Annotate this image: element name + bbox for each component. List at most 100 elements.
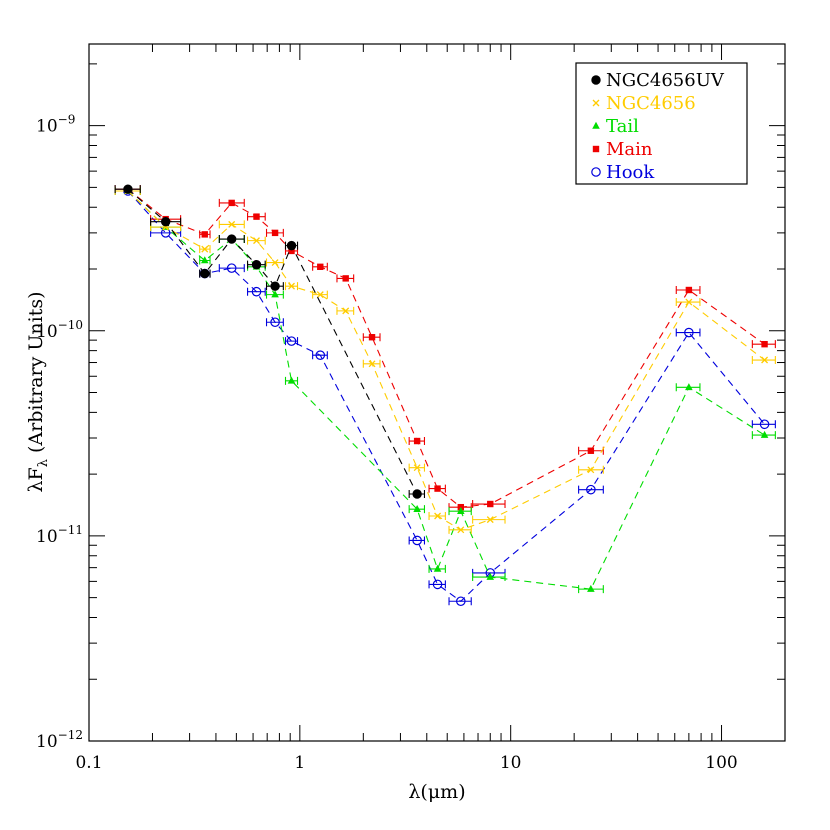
- y-tick-exponent: −11: [58, 523, 83, 537]
- legend-box: [575, 62, 748, 185]
- x-tick-label: 0.1: [75, 753, 102, 773]
- legend-label-hook: Hook: [606, 162, 655, 183]
- x-tick-labels: 0.1 1 10 100: [75, 753, 737, 773]
- legend-marker-tail: [592, 121, 600, 129]
- series-hook: [114, 186, 776, 607]
- series-line-hook: [127, 190, 765, 602]
- axis-ticks: [88, 44, 786, 742]
- x-tick-label: 1: [294, 753, 305, 773]
- error-bar-hook: [448, 597, 472, 606]
- data-point-tail: [413, 504, 421, 512]
- y-tick-exponent: −9: [58, 113, 76, 127]
- y-tick-label: 10−9: [36, 113, 75, 137]
- data-point-ngc4656: [271, 259, 279, 267]
- legend-marker-main: [592, 145, 600, 153]
- data-point-tail: [457, 506, 465, 514]
- data-point-ngc4656uv: [251, 259, 262, 270]
- data-point-hook: [251, 286, 262, 297]
- y-tick-label: 10−12: [36, 728, 83, 752]
- data-point-hook: [586, 484, 596, 495]
- data-point-ngc4656: [685, 298, 693, 306]
- error-bar-hook: [408, 536, 426, 545]
- data-point-ngc4656: [368, 360, 376, 368]
- data-point-main: [317, 263, 324, 271]
- series-line-ngc4656uv: [127, 188, 418, 495]
- data-point-hook: [286, 336, 297, 346]
- data-point-hook: [270, 317, 280, 328]
- data-point-main: [487, 500, 494, 508]
- data-point-ngc4656: [434, 512, 442, 520]
- data-point-ngc4656uv: [226, 234, 237, 244]
- x-tick-label: 10: [500, 753, 522, 773]
- legend-label-ngc4656uv: NGC4656UV: [606, 70, 725, 91]
- error-bar-hook: [312, 351, 328, 360]
- series-line-main: [127, 188, 765, 508]
- data-point-hook: [759, 419, 770, 430]
- data-point-ngc4656uv: [123, 184, 133, 194]
- x-tick-label: 100: [705, 753, 737, 773]
- y-axis-title: λFλ (Arbitrary Units): [25, 291, 51, 492]
- data-point-main: [587, 447, 595, 454]
- data-point-main: [253, 213, 260, 220]
- legend-label-main: Main: [606, 139, 653, 160]
- data-point-main: [228, 199, 235, 207]
- data-point-ngc4656uv: [270, 281, 280, 291]
- series-line-tail: [127, 190, 765, 590]
- y-tick-exponent: −12: [58, 728, 83, 742]
- legend-marker-ngc4656: [592, 99, 600, 107]
- data-point-hook: [684, 327, 694, 338]
- data-point-hook: [315, 350, 326, 360]
- error-bar-hook: [265, 318, 284, 327]
- data-point-tail: [486, 572, 495, 580]
- data-point-hook: [432, 579, 443, 590]
- error-bar-ngc4656: [472, 515, 506, 524]
- data-point-main: [201, 231, 208, 238]
- data-point-ngc4656: [486, 516, 494, 524]
- data-point-ngc4656: [342, 307, 350, 315]
- y-axis-title-main: λF: [25, 467, 47, 492]
- data-point-hook: [456, 596, 466, 607]
- data-point-main: [368, 334, 376, 341]
- data-point-tail: [200, 256, 209, 264]
- y-axis-title-sub: λ: [36, 459, 51, 467]
- data-point-ngc4656uv: [286, 240, 297, 251]
- data-point-ngc4656: [201, 245, 209, 253]
- data-point-ngc4656: [228, 220, 236, 228]
- data-point-main: [288, 247, 295, 255]
- data-point-main: [413, 437, 421, 445]
- error-bar-hook: [578, 485, 604, 494]
- error-bar-hook: [675, 328, 701, 337]
- data-point-ngc4656uv: [200, 268, 210, 279]
- error-bar-hook: [247, 287, 266, 296]
- data-point-ngc4656: [761, 356, 769, 364]
- series-ngc4656: [114, 187, 776, 534]
- data-point-tail: [433, 564, 442, 572]
- series-tail: [114, 186, 776, 594]
- legend-label-tail: Tail: [606, 116, 639, 137]
- y-tick-base: 10: [36, 732, 58, 752]
- data-series: [114, 184, 776, 607]
- data-point-main: [342, 275, 349, 282]
- data-point-tail: [271, 290, 279, 298]
- data-point-ngc4656: [288, 282, 295, 290]
- data-point-ngc4656: [587, 466, 595, 474]
- data-point-ngc4656: [316, 291, 324, 299]
- data-point-ngc4656: [457, 526, 465, 534]
- data-point-main: [434, 485, 441, 492]
- legend-marker-ngc4656uv: [591, 75, 601, 85]
- y-axis-title-rest: (Arbitrary Units): [25, 291, 47, 459]
- data-point-main: [761, 340, 768, 348]
- series-ngc4656uv: [114, 184, 426, 499]
- data-point-tail: [587, 584, 595, 592]
- data-point-tail: [685, 383, 693, 391]
- error-bar-hook: [218, 264, 245, 273]
- y-tick-exponent: −10: [58, 318, 83, 332]
- data-point-hook: [412, 535, 422, 546]
- data-point-ngc4656: [253, 237, 260, 245]
- x-axis-title: λ(μm): [408, 781, 465, 803]
- legend-marker-hook: [591, 167, 601, 177]
- data-point-ngc4656: [413, 464, 421, 472]
